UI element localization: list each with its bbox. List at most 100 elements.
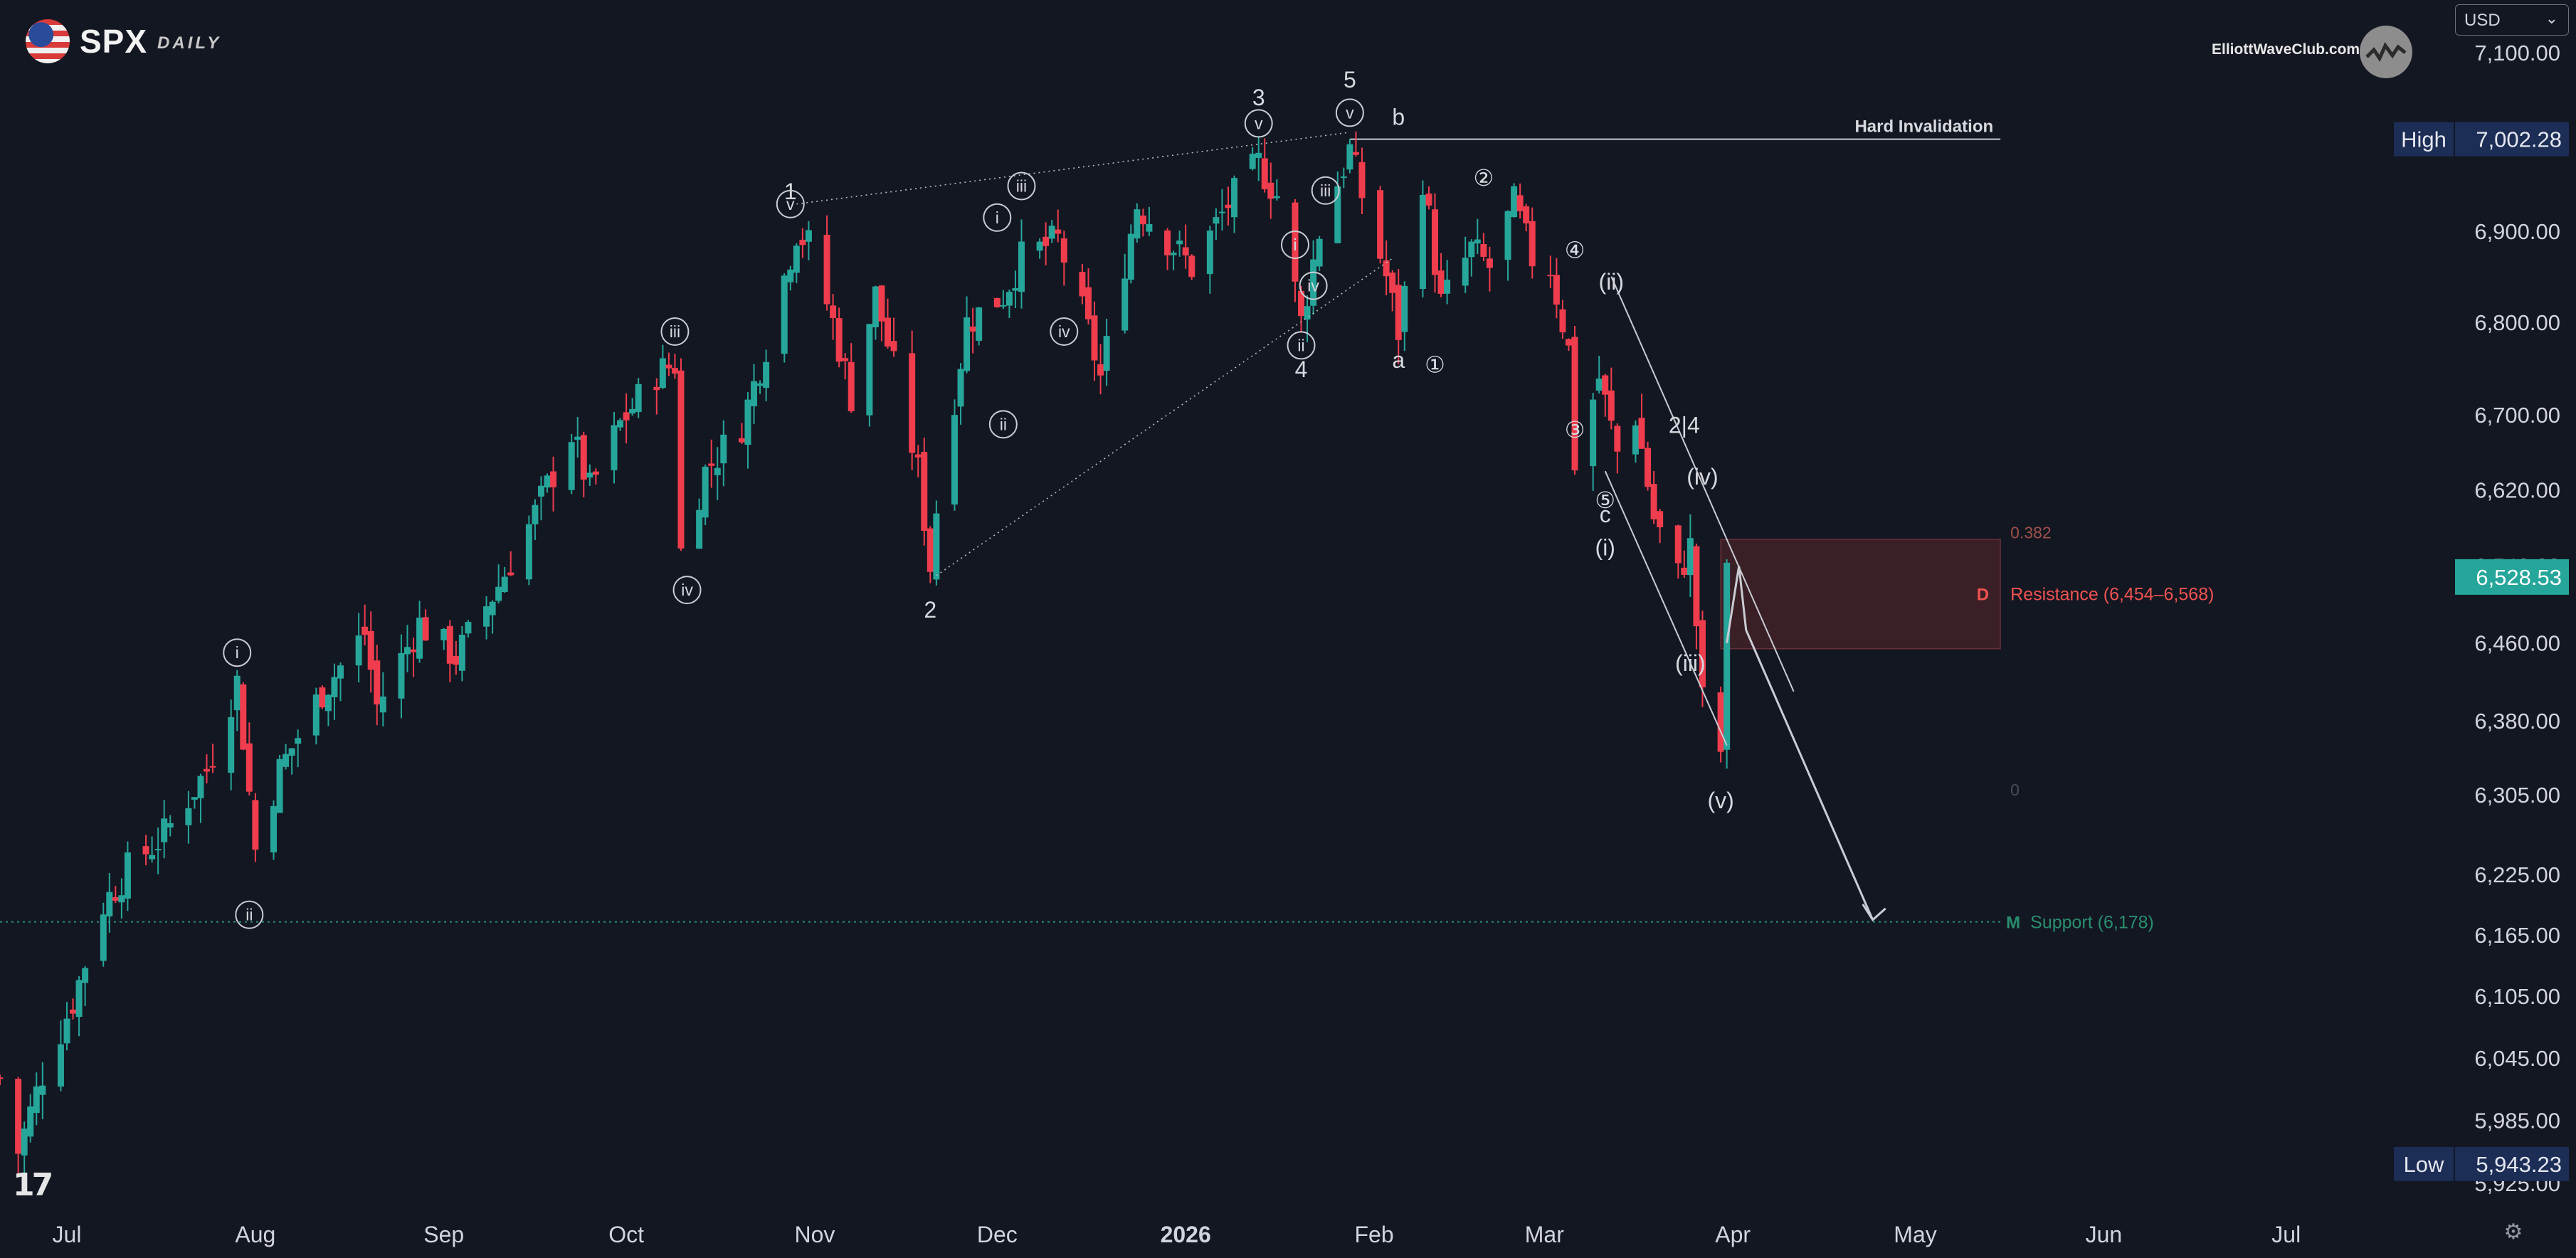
candle-body xyxy=(100,914,107,961)
candle-body xyxy=(82,968,89,983)
wave-label-ring xyxy=(1299,271,1328,300)
candle-body xyxy=(246,743,253,792)
candle-body xyxy=(635,384,642,413)
candle-body xyxy=(355,635,362,666)
candle-body xyxy=(191,797,198,800)
x-axis-month-label: Oct xyxy=(608,1222,644,1247)
candle-body xyxy=(252,800,259,850)
wave-label-ring xyxy=(1335,98,1364,127)
resistance-zone xyxy=(1720,539,2001,650)
currency-select[interactable]: USD ⌄ xyxy=(2455,4,2569,36)
candle-body xyxy=(1060,238,1067,263)
price-badge-tag xyxy=(2394,1146,2454,1181)
candle-body xyxy=(1346,144,1353,170)
candle-body xyxy=(1225,204,1232,208)
candle-body xyxy=(112,897,119,901)
candle-body xyxy=(1614,426,1621,452)
tradingview-logo-icon[interactable]: 17 xyxy=(13,1167,53,1203)
candle-body xyxy=(1686,538,1694,576)
candle-body xyxy=(379,696,386,713)
candle-body xyxy=(1316,238,1323,267)
wave-logo-icon xyxy=(2360,26,2412,78)
candle-body xyxy=(1608,390,1615,421)
candle-body xyxy=(1377,190,1384,259)
candle-body xyxy=(1042,236,1050,246)
x-axis-month-label: 2026 xyxy=(1161,1222,1211,1247)
candle-body xyxy=(1432,209,1439,275)
x-axis-month-label: Dec xyxy=(977,1222,1018,1247)
wave-label: iv xyxy=(1058,322,1070,341)
candle-body xyxy=(270,805,278,852)
y-axis-tick-label: 6,225.00 xyxy=(2474,862,2560,887)
candle-body xyxy=(1005,292,1013,306)
candle-body xyxy=(458,635,465,671)
zone-marker-d: D xyxy=(1977,586,1989,605)
candle-body xyxy=(1231,178,1238,218)
candle-body xyxy=(1401,285,1408,332)
candle-body xyxy=(1559,309,1566,333)
candle-body xyxy=(756,383,764,386)
candle-body xyxy=(1249,154,1256,169)
candle-body xyxy=(696,509,703,549)
candle-body xyxy=(161,818,168,842)
wave-label: 5 xyxy=(1344,67,1356,92)
candle-body xyxy=(629,408,636,414)
candle-body xyxy=(1097,364,1104,376)
candle-body xyxy=(1134,209,1141,239)
wave-label: ② xyxy=(1474,165,1494,191)
candle-body xyxy=(233,675,241,711)
candle-body xyxy=(1103,336,1110,371)
candle-body xyxy=(1213,217,1220,224)
x-axis-month-label: Jun xyxy=(2086,1222,2123,1247)
candle-body xyxy=(1127,233,1134,280)
candle-body xyxy=(33,1086,40,1114)
wave-label-ring xyxy=(672,576,702,605)
us-flag-icon xyxy=(26,19,70,63)
gear-icon[interactable]: ⚙ xyxy=(2503,1220,2523,1244)
candle-body xyxy=(1395,285,1402,340)
candle-body xyxy=(623,412,630,421)
y-axis-tick-label: 6,305.00 xyxy=(2474,783,2560,808)
candle-body xyxy=(507,572,514,576)
candle-body xyxy=(1310,259,1317,306)
chevron-down-icon: ⌄ xyxy=(2545,9,2558,27)
support-label: Support (6,178) xyxy=(2030,913,2154,933)
wave-label: b xyxy=(1392,104,1405,130)
candle-body xyxy=(878,285,885,322)
candle-body xyxy=(1657,511,1664,528)
wave-label: i xyxy=(236,643,239,662)
candle-body xyxy=(149,855,156,860)
wave-label-ring xyxy=(1050,317,1079,347)
wave-label: 4 xyxy=(1295,356,1308,382)
candle-body xyxy=(209,766,216,768)
candle-body xyxy=(927,528,934,572)
timeframe-label: DAILY xyxy=(157,33,222,53)
candle-body xyxy=(197,776,204,798)
wave-label-ring xyxy=(1311,176,1340,205)
candle-body xyxy=(204,768,211,772)
candle-body xyxy=(1480,243,1487,257)
wave-label: (iii) xyxy=(1675,650,1706,676)
candle-body xyxy=(592,471,599,475)
candle-body xyxy=(823,234,830,305)
candle-body xyxy=(70,1009,77,1014)
y-axis-tick-label: 6,800.00 xyxy=(2474,310,2560,335)
wave-label: ④ xyxy=(1565,237,1585,263)
candle-body xyxy=(324,694,332,712)
candle-body xyxy=(720,434,727,464)
price-badge-value: 7,002.28 xyxy=(2476,127,2562,152)
wave-label: a xyxy=(1392,347,1405,373)
candle-body xyxy=(1645,448,1652,487)
x-axis-month-label: Jul xyxy=(2271,1222,2301,1247)
candle-body xyxy=(1012,288,1019,291)
wave-label: v xyxy=(1346,103,1354,122)
candle-body xyxy=(805,230,812,242)
candle-body xyxy=(1529,221,1536,267)
candle-body xyxy=(909,353,916,453)
wave-label: ③ xyxy=(1565,417,1585,443)
candle-body xyxy=(228,717,235,773)
candle-body xyxy=(842,358,849,361)
candle-body xyxy=(185,808,192,825)
candle-body xyxy=(312,694,320,736)
